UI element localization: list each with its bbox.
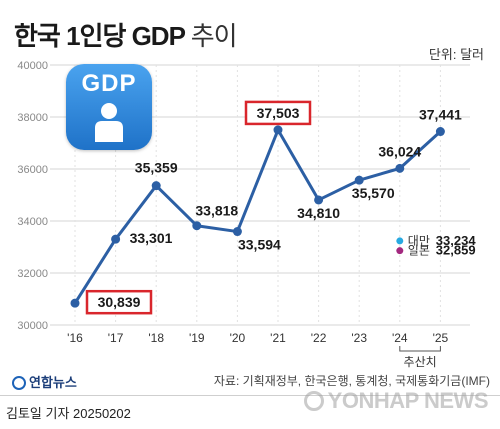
data-label: 33,594	[238, 237, 281, 253]
data-label: 35,359	[135, 160, 178, 176]
x-tick-label: '18	[148, 331, 164, 345]
comparison-point	[396, 247, 404, 255]
x-tick-label: '17	[108, 331, 124, 345]
y-tick-label: 34000	[17, 216, 48, 228]
data-label: 37,503	[257, 105, 300, 121]
data-point	[70, 298, 80, 308]
data-point	[232, 227, 242, 237]
data-point	[192, 221, 202, 231]
highlight-box	[244, 100, 312, 126]
title-sub: 추이	[190, 21, 238, 51]
y-tick-label: 32000	[17, 268, 48, 280]
logo-circle-icon	[12, 376, 26, 390]
gdp-app-icon: GDP	[66, 64, 152, 150]
y-tick-label: 40000	[17, 60, 48, 72]
data-label: 30,839	[98, 294, 141, 310]
y-tick-label: 36000	[17, 164, 48, 176]
data-label: 37,441	[419, 107, 462, 123]
x-tick-label: '22	[311, 331, 327, 345]
forecast-label: 추산치	[404, 355, 437, 369]
data-label: 35,570	[352, 185, 395, 201]
data-label: 33,818	[195, 203, 238, 219]
forecast-bracket	[399, 346, 441, 352]
highlight-box	[85, 289, 153, 315]
x-tick-label: '25	[433, 331, 449, 345]
logo-text: 연합뉴스	[29, 375, 77, 390]
x-tick-label: '23	[351, 331, 367, 345]
y-tick-label: 38000	[17, 112, 48, 124]
data-point	[354, 175, 364, 185]
x-tick-label: '24	[392, 331, 408, 345]
chart-title: 한국 1인당 GDP 추이	[14, 16, 238, 53]
title-main: 한국 1인당 GDP	[14, 21, 185, 51]
reporter-credit: 김토일 기자 20250202	[6, 406, 131, 421]
yonhap-watermark: YONHAP NEWS	[303, 388, 489, 414]
y-tick-label: 30000	[17, 320, 48, 332]
data-point	[151, 181, 161, 191]
data-label: 34,810	[297, 205, 340, 221]
data-point	[111, 234, 121, 244]
x-tick-label: '16	[67, 331, 83, 345]
comparison-point	[396, 237, 404, 245]
source-note: 자료: 기획재정부, 한국은행, 통계청, 국제통화기금(IMF)	[213, 374, 490, 388]
watermark-ball-icon	[303, 391, 324, 411]
x-tick-label: '21	[270, 331, 286, 345]
x-tick-label: '20	[230, 331, 246, 345]
watermark-text: YONHAP NEWS	[327, 388, 489, 413]
gdp-icon-label: GDP	[81, 70, 137, 97]
comparison-value: 33,234	[436, 233, 477, 248]
yonhap-logo: 연합뉴스	[12, 372, 77, 391]
person-icon	[95, 103, 123, 142]
x-tick-label: '19	[189, 331, 205, 345]
footer-divider	[0, 395, 500, 396]
data-label: 33,301	[130, 230, 173, 246]
comparison-name: 대만	[408, 234, 430, 248]
series-line	[73, 128, 442, 304]
data-point	[435, 127, 445, 137]
data-point	[273, 125, 283, 135]
data-point	[395, 163, 405, 173]
data-label: 36,024	[378, 143, 421, 159]
unit-label: 단위: 달러	[428, 47, 484, 62]
data-point	[314, 195, 324, 205]
comparison-name: 일본	[408, 244, 430, 258]
comparison-value: 32,859	[436, 243, 476, 258]
